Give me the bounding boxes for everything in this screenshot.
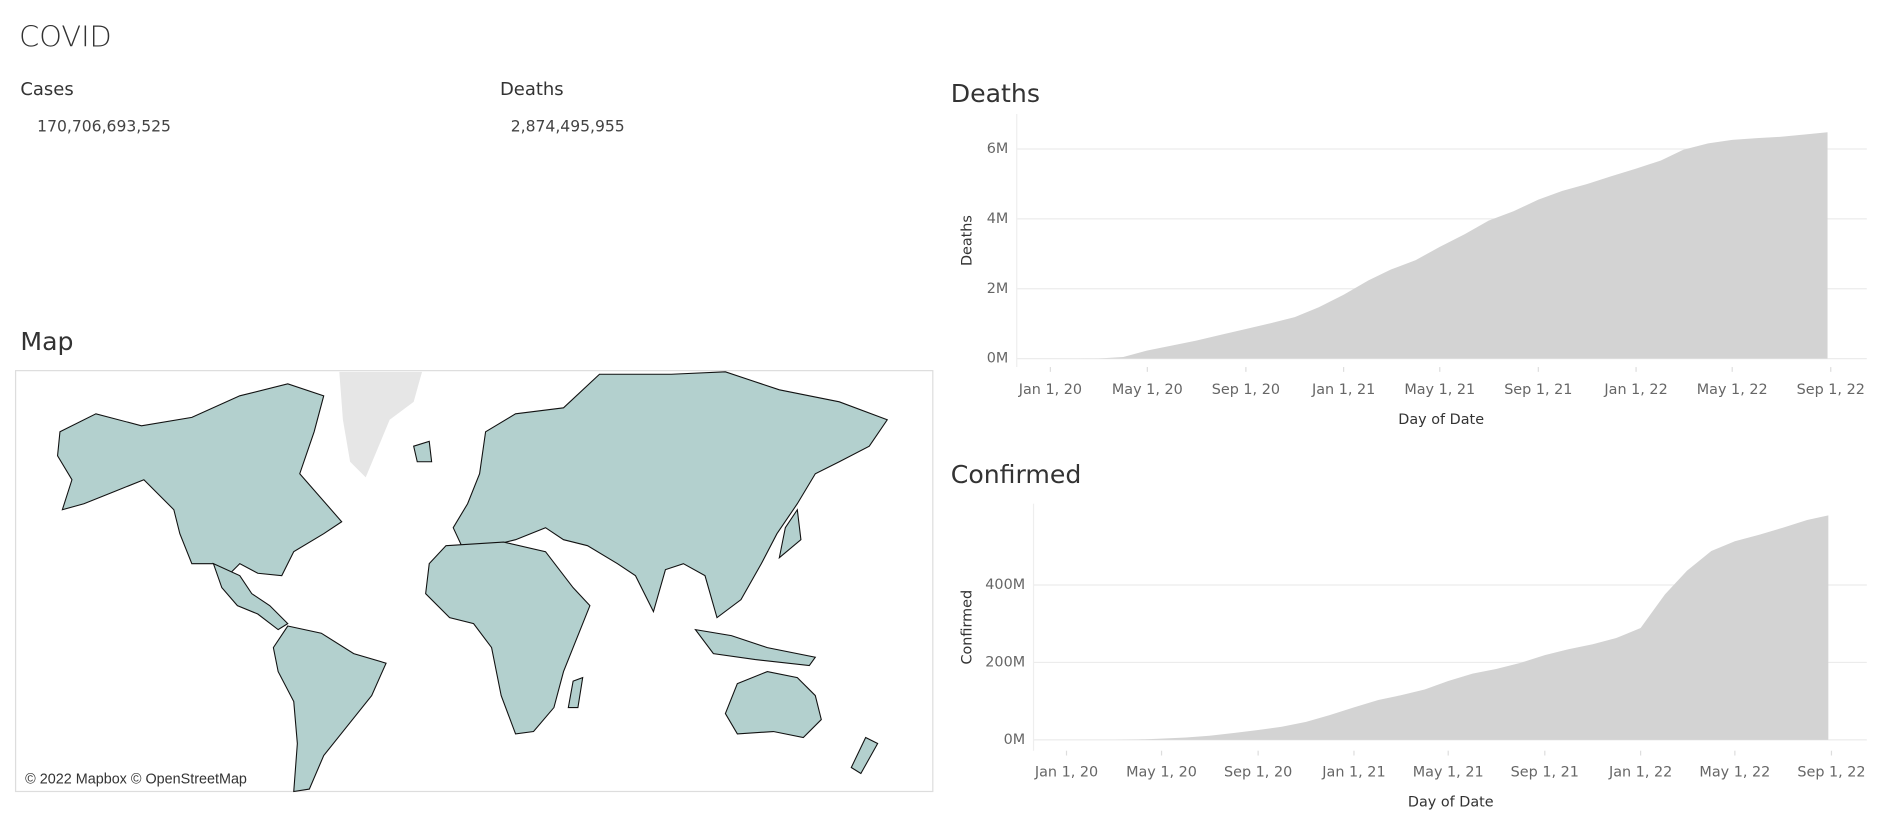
y-axis-title: Deaths	[960, 215, 976, 266]
y-tick-label: 2M	[987, 281, 1009, 297]
x-axis-title: Day of Date	[1408, 794, 1494, 810]
y-tick-label: 0M	[987, 351, 1009, 367]
europe-asia	[452, 371, 889, 619]
x-tick-label: Sep 1, 21	[1504, 382, 1572, 398]
area	[1067, 132, 1828, 359]
x-tick-label: Jan 1, 21	[1311, 382, 1375, 398]
indonesia	[694, 628, 817, 667]
uk	[413, 440, 433, 463]
north-america	[56, 383, 343, 577]
x-tick-label: May 1, 20	[1126, 764, 1197, 780]
x-tick-label: Jan 1, 20	[1018, 382, 1082, 398]
dashboard-title: COVID	[19, 20, 112, 54]
map-attribution: © 2022 Mapbox © OpenStreetMap	[25, 771, 247, 787]
x-tick-label: Jan 1, 22	[1603, 382, 1667, 398]
x-tick-label: Sep 1, 22	[1797, 382, 1865, 398]
new-zealand	[850, 736, 879, 775]
y-tick-label: 4M	[987, 211, 1009, 227]
australia	[724, 671, 822, 739]
africa	[425, 541, 591, 735]
x-tick-label: May 1, 22	[1697, 382, 1768, 398]
map-title: Map	[20, 327, 73, 356]
x-tick-label: Sep 1, 20	[1212, 382, 1280, 398]
x-tick-label: May 1, 21	[1404, 382, 1475, 398]
kpi-value: 170,706,693,525	[37, 118, 171, 136]
greenland	[339, 371, 423, 478]
kpi-label: Cases	[20, 79, 73, 100]
y-tick-label: 200M	[985, 654, 1025, 670]
x-tick-label: Sep 1, 21	[1511, 764, 1579, 780]
map[interactable]: © 2022 Mapbox © OpenStreetMap	[14, 370, 934, 793]
south-america	[272, 625, 387, 793]
chart-title: Confirmed	[951, 460, 1082, 489]
y-tick-label: 0M	[1004, 732, 1026, 748]
y-tick-label: 400M	[985, 577, 1025, 593]
x-tick-label: Jan 1, 20	[1034, 764, 1098, 780]
area	[1082, 515, 1829, 740]
y-tick-label: 6M	[987, 141, 1009, 157]
y-axis-title: Confirmed	[960, 590, 976, 665]
x-tick-label: May 1, 20	[1112, 382, 1183, 398]
x-tick-label: Jan 1, 22	[1608, 764, 1672, 780]
madagascar	[567, 676, 584, 709]
x-tick-label: Jan 1, 21	[1321, 764, 1385, 780]
central-america	[212, 562, 289, 631]
x-tick-label: Sep 1, 22	[1797, 764, 1865, 780]
attribution-bg	[19, 768, 239, 790]
japan	[778, 508, 802, 560]
kpi-value: 2,874,495,955	[511, 118, 625, 136]
x-tick-label: May 1, 21	[1413, 764, 1484, 780]
x-tick-label: May 1, 22	[1699, 764, 1770, 780]
x-tick-label: Sep 1, 20	[1224, 764, 1292, 780]
x-axis-title: Day of Date	[1398, 412, 1484, 428]
chart-title: Deaths	[951, 79, 1040, 108]
kpi-label: Deaths	[500, 79, 564, 100]
